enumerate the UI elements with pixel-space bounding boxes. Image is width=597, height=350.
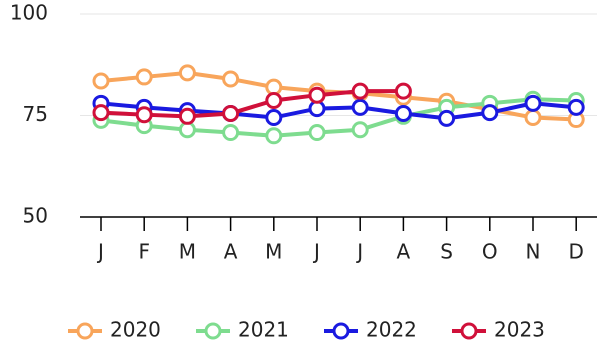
y-tick-label: 100 <box>10 1 48 25</box>
point <box>394 82 412 100</box>
point <box>92 72 110 90</box>
x-tick-label: N <box>526 240 541 264</box>
legend-label: 2022 <box>366 318 417 342</box>
point <box>481 104 499 122</box>
x-tick-label: M <box>265 240 282 264</box>
x-tick-label: J <box>312 240 320 264</box>
x-tick-label: M <box>179 240 196 264</box>
x-tick-label: S <box>440 240 453 264</box>
legend-marker <box>204 322 222 340</box>
x-tick-label: D <box>568 240 583 264</box>
legend-label: 2021 <box>238 318 289 342</box>
point <box>265 109 283 127</box>
point <box>265 127 283 145</box>
point <box>222 104 240 122</box>
point <box>394 104 412 122</box>
series-line <box>100 70 577 122</box>
point <box>135 106 153 124</box>
legend-label: 2023 <box>494 318 545 342</box>
point <box>92 104 110 122</box>
point <box>351 98 369 116</box>
point <box>178 64 196 82</box>
point <box>222 70 240 88</box>
x-tick-label: J <box>96 240 104 264</box>
x-tick-label: J <box>355 240 363 264</box>
x-tick-label: F <box>138 240 150 264</box>
y-tick-label: 50 <box>23 204 48 228</box>
legend-label: 2020 <box>110 318 161 342</box>
point <box>308 124 326 142</box>
point <box>351 121 369 139</box>
x-tick-label: A <box>397 240 411 264</box>
point <box>178 107 196 125</box>
legend-marker <box>460 322 478 340</box>
point <box>265 91 283 109</box>
point <box>567 98 585 116</box>
point <box>524 109 542 127</box>
legend-marker <box>332 322 350 340</box>
y-tick-label: 75 <box>23 102 48 126</box>
point <box>438 109 456 127</box>
point <box>351 82 369 100</box>
legend-marker <box>76 322 94 340</box>
x-tick-label: O <box>482 240 498 264</box>
point <box>222 124 240 142</box>
point <box>524 94 542 112</box>
point <box>308 86 326 104</box>
x-tick-label: A <box>224 240 238 264</box>
point <box>135 68 153 86</box>
